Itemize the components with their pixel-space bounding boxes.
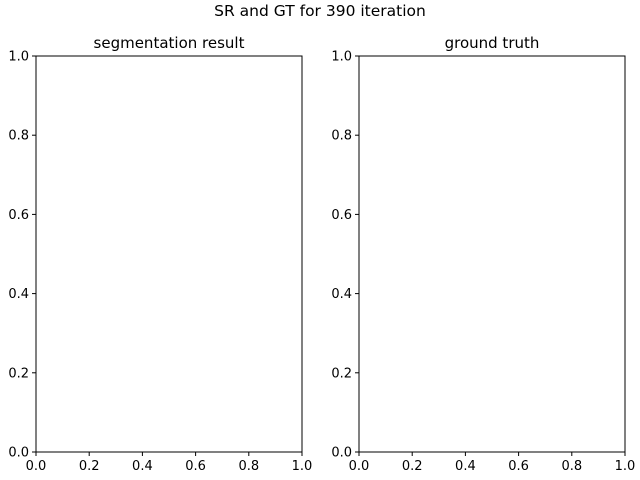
x-tick-label-ground-truth-5: 1.0 — [615, 459, 636, 474]
y-tick-label-segmentation-result-2: 0.4 — [8, 287, 29, 302]
axes-title-segmentation-result: segmentation result — [94, 34, 245, 52]
plot-area-segmentation-result — [35, 55, 303, 453]
axes-title-ground-truth: ground truth — [445, 34, 540, 52]
plot-area-ground-truth — [358, 55, 626, 453]
axes-segmentation-result: segmentation result 0.0 0.2 0.4 0.6 0.8 1.00.… — [8, 34, 312, 474]
x-tick-label-ground-truth-1: 0.2 — [402, 459, 423, 474]
x-tick-label-segmentation-result-2: 0.4 — [132, 459, 153, 474]
x-tick-label-ground-truth-2: 0.4 — [455, 459, 476, 474]
y-tick-label-ground-truth-4: 0.8 — [331, 129, 352, 144]
x-tick-label-segmentation-result-0: 0.0 — [26, 459, 47, 474]
x-tick-label-segmentation-result-5: 1.0 — [292, 459, 313, 474]
x-tick-label-ground-truth-3: 0.6 — [508, 459, 529, 474]
y-tick-label-segmentation-result-5: 1.0 — [8, 50, 29, 65]
y-tick-label-ground-truth-5: 1.0 — [331, 50, 352, 65]
y-tick-label-ground-truth-3: 0.6 — [331, 208, 352, 223]
y-tick-label-ground-truth-1: 0.2 — [331, 366, 352, 381]
y-tick-label-segmentation-result-4: 0.8 — [8, 129, 29, 144]
ticks-ground-truth: 0.0 0.2 0.4 0.6 0.8 1.0 0.0 0.2 0.4 0.6 0.8 1.0 — [331, 50, 635, 475]
x-tick-label-ground-truth-0: 0.0 — [349, 459, 370, 474]
y-tick-label-segmentation-result-3: 0.6 — [8, 208, 29, 223]
x-tick-label-segmentation-result-3: 0.6 — [185, 459, 206, 474]
y-tick-label-ground-truth-2: 0.4 — [331, 287, 352, 302]
ticks-segmentation-result: 0.0 0.2 0.4 0.6 0.8 1.0 0.0 0.2 0.4 0.6 0.8 1.0 — [8, 50, 312, 475]
x-tick-label-segmentation-result-4: 0.8 — [238, 459, 259, 474]
y-tick-label-segmentation-result-1: 0.2 — [8, 366, 29, 381]
x-tick-label-segmentation-result-1: 0.2 — [79, 459, 100, 474]
y-tick-label-ground-truth-0: 0.0 — [331, 446, 352, 461]
figure-suptitle: SR and GT for 390 iteration — [214, 2, 426, 20]
x-tick-label-ground-truth-4: 0.8 — [561, 459, 582, 474]
axes-ground-truth: ground truth 0.0 0.2 0.4 0.6 0.8 1.0 0.0 0.2 0.4… — [331, 34, 635, 474]
y-tick-label-segmentation-result-0: 0.0 — [8, 446, 29, 461]
